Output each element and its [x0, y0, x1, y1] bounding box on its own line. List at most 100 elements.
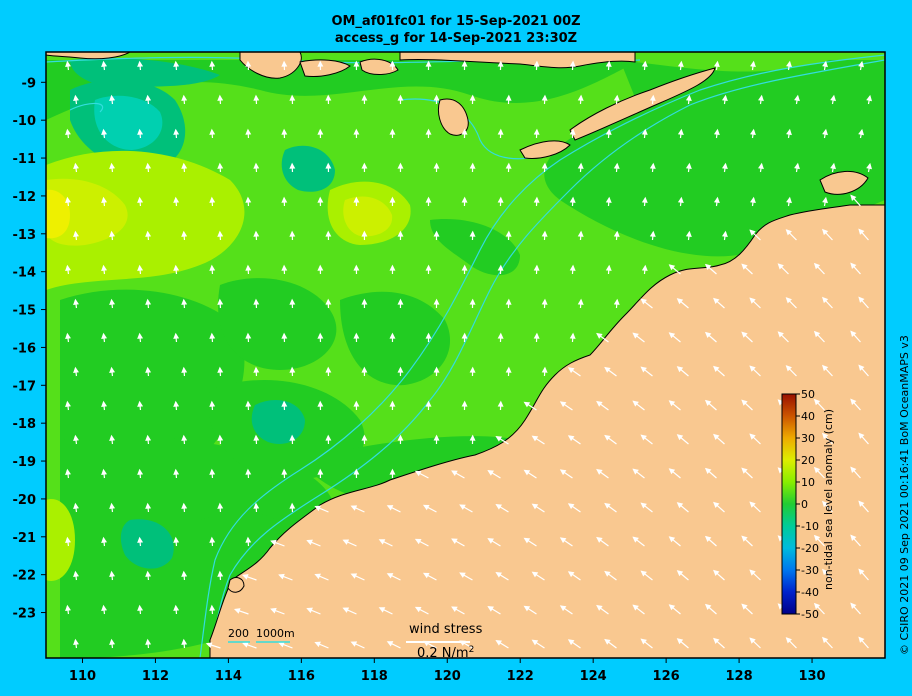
wind-vector-head — [495, 503, 502, 510]
wind-vector-head — [306, 539, 313, 546]
wind-vector-head — [137, 468, 144, 475]
wind-vector-head — [245, 536, 252, 543]
wind-vector-head — [65, 468, 71, 476]
wind-vector-head — [640, 638, 647, 645]
wind-vector-head — [414, 538, 422, 545]
wind-vector-head — [317, 400, 324, 407]
wind-vector-head — [495, 435, 502, 442]
wind-vector-head — [668, 264, 676, 271]
wind-vector-head — [173, 604, 180, 611]
wind-vector-head — [640, 570, 647, 577]
wind-vector-head — [145, 366, 152, 373]
wind-vector-head — [314, 641, 321, 648]
wind-vector-head — [487, 606, 494, 612]
wind-vector-head — [397, 434, 404, 441]
wind-vector-head — [668, 536, 676, 543]
wind-vector-head — [830, 94, 836, 102]
wind-vector-head — [649, 94, 656, 101]
colorbar-tick-label: 40 — [801, 410, 815, 423]
wind-vector-head — [145, 638, 152, 645]
wind-vector-head — [758, 162, 764, 170]
wind-vector-head — [858, 364, 865, 371]
wind-vector-head — [604, 434, 611, 441]
wind-vector-head — [813, 398, 821, 406]
wind-vector-head — [433, 298, 440, 305]
wind-vector-head — [569, 60, 576, 67]
colorbar-tick-label: -20 — [801, 542, 819, 555]
x-tick-label: 112 — [142, 669, 169, 684]
colorbar-tick-label: 20 — [801, 454, 815, 467]
wind-vector-head — [668, 400, 676, 407]
wind-vector-head — [750, 128, 756, 136]
wind-vector-head — [713, 637, 720, 644]
wind-vector-head — [676, 434, 684, 441]
wind-vector-head — [317, 332, 324, 339]
wind-vector-head — [821, 364, 829, 372]
wind-vector-head — [704, 399, 712, 407]
colorbar-tick-label: 10 — [801, 476, 815, 489]
wind-vector-head — [541, 230, 548, 237]
wind-vector-head — [109, 434, 116, 441]
wind-vector-head — [289, 366, 296, 373]
wind-vector-head — [389, 128, 396, 135]
wind-vector-head — [858, 432, 865, 439]
y-tick-label: -17 — [13, 379, 37, 394]
x-tick-label: 126 — [653, 669, 680, 684]
wind-vector-head — [217, 94, 224, 101]
wind-vector-head — [866, 162, 873, 170]
credit-text: © CSIRO 2021 09 Sep 2021 00:16:41 BoM Oc… — [898, 335, 911, 655]
wind-vector-head — [632, 400, 639, 407]
wind-vector-head — [505, 162, 512, 169]
wind-vector-head — [65, 128, 71, 136]
wind-vector-head — [685, 230, 692, 237]
wind-vector-head — [749, 229, 756, 236]
wind-vector-head — [145, 434, 152, 441]
wind-vector-head — [181, 366, 188, 373]
wind-vector-head — [389, 60, 396, 67]
wind-vector-head — [785, 229, 792, 236]
wind-vector-head — [469, 230, 476, 237]
wind-vector-head — [289, 230, 296, 237]
wind-vector-head — [713, 196, 720, 204]
wind-vector-head — [469, 366, 476, 373]
wind-vector-head — [533, 196, 540, 203]
wind-vector-head — [604, 502, 611, 509]
wind-vector-head — [676, 298, 684, 305]
y-tick-label: -20 — [13, 493, 37, 508]
wind-vector-head — [858, 636, 865, 643]
wind-vector-head — [245, 468, 252, 475]
wind-vector-head — [531, 435, 539, 442]
wind-vector-head — [350, 505, 358, 511]
wind-vector-head — [605, 196, 612, 203]
wind-vector-head — [850, 194, 857, 201]
wind-vector-head — [242, 574, 249, 580]
wind-vector-head — [73, 94, 79, 102]
wind-vector-head — [461, 60, 468, 67]
wind-vector-head — [858, 568, 865, 575]
colorbar: 50 40 30 20 10 0 -10 -20 -30 -40 -50 non-tidal sea… — [781, 388, 835, 621]
wind-vector-head — [821, 228, 829, 236]
wind-vector-head — [495, 639, 502, 646]
wind-vector-head — [109, 230, 116, 237]
wind-vector-head — [101, 468, 108, 475]
wind-vector-head — [604, 366, 611, 373]
wind-vector-head — [181, 94, 188, 101]
wind-vector-head — [389, 196, 396, 203]
wind-vector-head — [668, 604, 676, 611]
wind-vector-head — [822, 196, 828, 204]
wind-vector-head — [342, 539, 350, 545]
wind-vector-head — [137, 60, 144, 67]
wind-vector-head — [541, 366, 548, 373]
wind-vector-head — [640, 434, 647, 441]
wind-vector-head — [640, 502, 647, 509]
wind-vector-head — [531, 503, 539, 510]
wind-vector-head — [533, 332, 540, 339]
wind-vector-head — [613, 230, 620, 237]
wind-vector-head — [281, 128, 288, 135]
wind-vector-head — [425, 400, 432, 407]
wind-vector-head — [73, 570, 79, 578]
y-tick-label: -9 — [22, 76, 36, 91]
land-mass — [46, 52, 885, 658]
wind-vector-head — [469, 434, 476, 441]
wind-vector-head — [497, 264, 504, 271]
